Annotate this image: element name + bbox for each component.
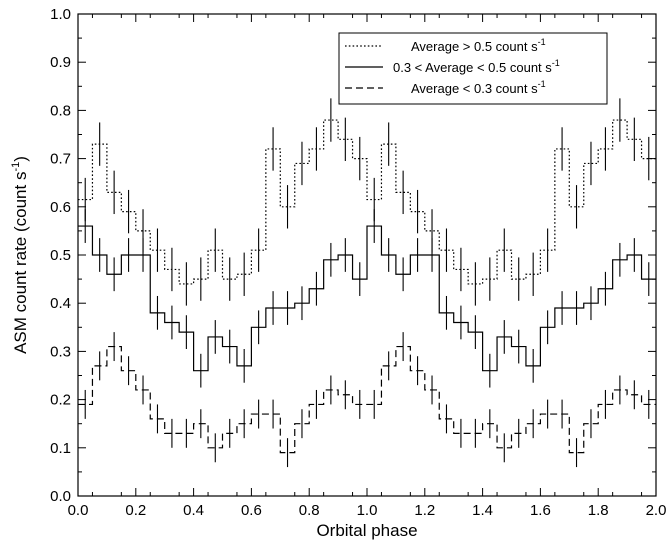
series-2	[78, 209, 656, 388]
y-tick-label: 1.0	[50, 6, 71, 23]
x-tick-label: 1.8	[588, 502, 609, 519]
x-tick-label: 0.4	[183, 502, 204, 519]
y-tick-label: 0.1	[50, 440, 71, 457]
legend: Average > 0.5 count s-1 0.3 < Average < 0…	[338, 32, 608, 105]
y-axis-label: ASM count rate (count s-1)	[10, 156, 30, 354]
series-step-line	[78, 345, 656, 454]
y-axis-label-sup: -1	[10, 162, 22, 172]
y-tick-label: 0.9	[50, 54, 71, 71]
x-tick-label: 1.2	[414, 502, 435, 519]
series-layer	[78, 98, 656, 468]
x-tick-label: 0.6	[241, 502, 262, 519]
legend-box	[338, 32, 608, 105]
y-tick-label: 0.4	[50, 295, 71, 312]
x-tick-label: 2.0	[646, 502, 667, 519]
y-tick-label: 0.2	[50, 392, 71, 409]
y-tick-label: 0.3	[50, 343, 71, 360]
y-tick-label: 0.0	[50, 488, 71, 505]
x-tick-label: 1.4	[472, 502, 493, 519]
series-3	[78, 332, 656, 468]
y-axis-label-text: ASM count rate (count s	[11, 172, 30, 354]
legend-label: Average > 0.5 count s-1	[411, 37, 546, 54]
plot-frame	[77, 13, 657, 497]
x-tick-label: 1.0	[357, 502, 378, 519]
x-tick-label: 0.8	[299, 502, 320, 519]
legend-label: Average < 0.3 count s-1	[411, 79, 546, 96]
y-tick-label: 0.5	[50, 247, 71, 264]
y-axis-label-close: )	[11, 156, 30, 162]
series-step-line	[78, 225, 656, 372]
y-tick-label: 0.6	[50, 199, 71, 216]
x-tick-label: 0.0	[68, 502, 89, 519]
series-step-line	[78, 119, 656, 285]
x-tick-label: 0.2	[125, 502, 146, 519]
y-tick-label: 0.8	[50, 102, 71, 119]
x-tick-label: 1.6	[530, 502, 551, 519]
x-axis-label: Orbital phase	[316, 521, 417, 540]
legend-label: 0.3 < Average < 0.5 count s-1	[393, 58, 560, 75]
ticks-layer: 0.0 0.2 0.4 0.6 0.8 1.0 1.2 1.4 1.6 1.8 2.0 0.0 0.1 0…	[50, 6, 666, 519]
y-tick-label: 0.7	[50, 151, 71, 168]
